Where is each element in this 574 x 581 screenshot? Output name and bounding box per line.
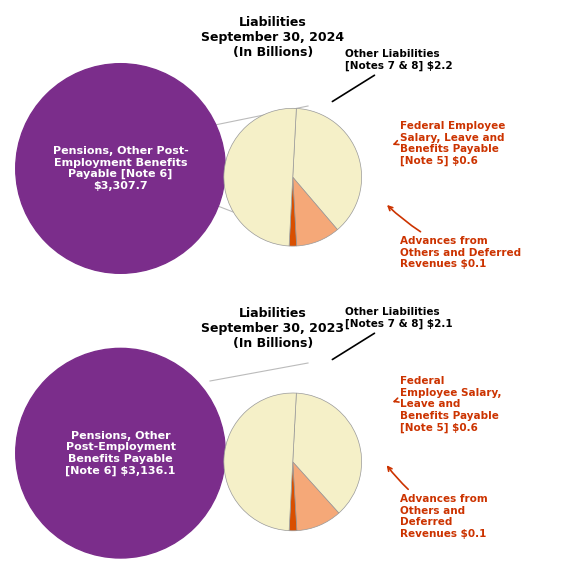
Text: Other $2.9: Other $2.9 (236, 171, 299, 181)
Wedge shape (289, 462, 297, 531)
Wedge shape (293, 393, 362, 513)
Text: Pensions, Other Post-
Employment Benefits
Payable [Note 6]
$3,307.7: Pensions, Other Post- Employment Benefit… (53, 146, 188, 191)
Text: Pensions, Other
Post-Employment
Benefits Payable
[Note 6] $3,136.1: Pensions, Other Post-Employment Benefits… (65, 431, 176, 476)
Text: Federal Employee
Salary, Leave and
Benefits Payable
[Note 5] $0.6: Federal Employee Salary, Leave and Benef… (394, 121, 505, 166)
Text: Other $2.8: Other $2.8 (236, 424, 300, 434)
Text: Other Liabilities
[Notes 7 & 8] $2.2: Other Liabilities [Notes 7 & 8] $2.2 (332, 49, 453, 102)
Wedge shape (293, 177, 338, 246)
Text: Federal
Employee Salary,
Leave and
Benefits Payable
[Note 5] $0.6: Federal Employee Salary, Leave and Benef… (394, 376, 502, 433)
Wedge shape (293, 462, 339, 530)
Text: Liabilities
September 30, 2023
(In Billions): Liabilities September 30, 2023 (In Billi… (201, 307, 344, 350)
Wedge shape (293, 109, 362, 229)
Wedge shape (289, 177, 297, 246)
Text: Other Liabilities
[Notes 7 & 8] $2.1: Other Liabilities [Notes 7 & 8] $2.1 (332, 307, 453, 360)
Circle shape (15, 64, 226, 273)
Text: Liabilities
September 30, 2024
(In Billions): Liabilities September 30, 2024 (In Billi… (201, 16, 344, 59)
Wedge shape (224, 108, 296, 246)
Text: Advances from
Others and Deferred
Revenues $0.1: Advances from Others and Deferred Revenu… (389, 206, 521, 269)
Wedge shape (224, 393, 296, 530)
Text: Advances from
Others and
Deferred
Revenues $0.1: Advances from Others and Deferred Revenu… (388, 467, 488, 539)
Circle shape (15, 349, 226, 558)
